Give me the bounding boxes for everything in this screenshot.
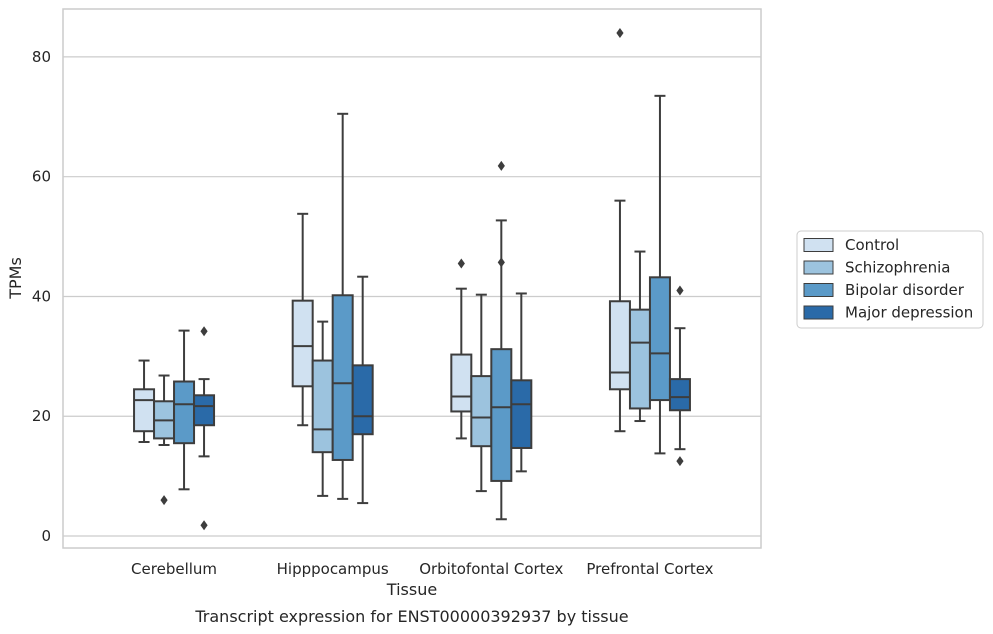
box-0-0 <box>133 359 156 443</box>
box-iqr <box>331 294 354 461</box>
legend-label: Major depression <box>845 304 973 322</box>
legend-label: Schizophrenia <box>845 259 950 277</box>
outlier-point <box>616 27 624 38</box>
plot-background <box>63 9 761 548</box>
x-axis-ticks: Cerebellum Hipppocampus Orbitofontal Corte… <box>131 560 714 578</box>
y-tick-label: 60 <box>32 168 51 186</box>
y-axis-ticks: 0 20 40 60 80 <box>32 48 51 545</box>
legend-swatch <box>803 260 834 275</box>
x-tick-label: Hipppocampus <box>277 560 389 578</box>
x-tick-label: Orbitofontal Cortex <box>419 560 563 578</box>
box-iqr <box>450 353 473 413</box>
legend-frame <box>796 230 984 329</box>
y-tick-label: 80 <box>32 48 51 66</box>
box-groups <box>133 27 691 531</box>
box-iqr <box>470 375 493 448</box>
box-iqr <box>351 364 374 436</box>
box-3-2 <box>648 94 671 455</box>
y-tick-label: 40 <box>32 287 51 305</box>
box-iqr <box>193 394 216 427</box>
plot-frame <box>62 8 762 549</box>
box-iqr <box>490 348 513 482</box>
box-2-3 <box>510 292 533 473</box>
chart-caption: Transcript expression for ENST0000039293… <box>194 607 628 626</box>
legend: Control Schizophrenia Bipolar disorder Majo… <box>796 230 984 329</box>
legend-label: Bipolar disorder <box>845 281 965 299</box>
box-0-1 <box>153 374 176 506</box>
box-iqr <box>133 388 156 433</box>
box-iqr <box>173 380 196 445</box>
outlier-point <box>497 257 505 268</box>
legend-swatch <box>803 238 834 252</box>
box-1-3 <box>351 275 374 505</box>
outlier-point <box>497 160 505 171</box>
box-1-0 <box>291 212 314 427</box>
legend-swatch <box>803 305 834 320</box>
outlier-point <box>200 520 208 531</box>
x-axis-label: Tissue <box>386 580 437 599</box>
box-2-2 <box>490 160 513 521</box>
outlier-point <box>457 258 465 269</box>
y-axis-label: TPMs <box>6 257 25 300</box>
box-2-1 <box>470 293 493 493</box>
box-0-2 <box>173 329 196 491</box>
legend-swatch <box>803 283 834 297</box>
outlier-point <box>160 495 168 506</box>
box-3-0 <box>608 27 631 433</box>
box-iqr <box>648 276 671 402</box>
box-iqr <box>510 379 533 449</box>
y-tick-label: 0 <box>41 527 51 545</box>
outlier-point <box>200 326 208 337</box>
box-iqr <box>311 359 334 454</box>
box-iqr <box>608 300 631 391</box>
outlier-point <box>676 456 684 467</box>
outlier-point <box>676 285 684 296</box>
x-tick-label: Cerebellum <box>131 560 217 578</box>
x-tick-label: Prefrontal Cortex <box>586 560 713 578</box>
legend-label: Control <box>845 236 899 254</box>
box-3-3 <box>668 285 691 467</box>
box-iqr <box>668 378 691 412</box>
box-iqr <box>291 299 314 388</box>
y-tick-label: 20 <box>32 407 51 425</box>
box-0-3 <box>193 326 216 531</box>
box-1-1 <box>311 320 334 497</box>
box-iqr <box>628 308 651 410</box>
